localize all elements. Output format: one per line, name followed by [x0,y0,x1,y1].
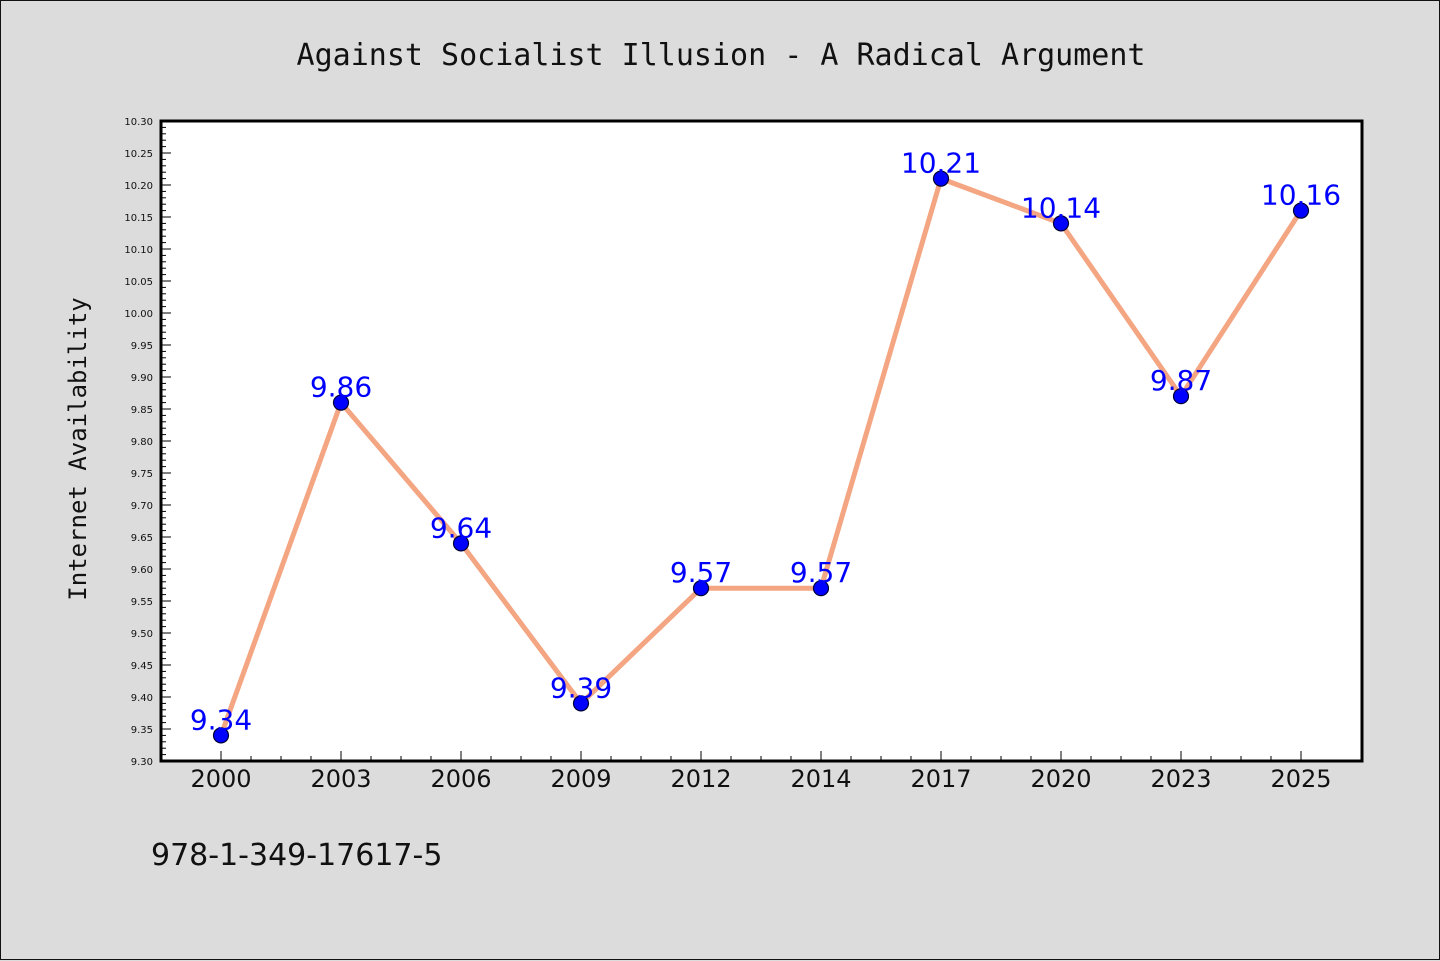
x-tick-label: 2020 [1030,765,1091,793]
data-point [572,695,590,712]
y-tick-label: 10.30 [124,117,153,128]
x-tick-label: 2009 [550,765,611,793]
chart-title: Against Socialist Illusion - A Radical A… [297,38,1146,73]
y-axis: 9.30 9.35 9.40 9.45 9.50 9.55 9.60 9.65 9.70 9.75… [124,117,171,768]
y-axis-label: Internet Availability [64,297,92,600]
data-label: 9.57 [670,556,732,589]
y-tick-label: 10.00 [124,309,153,320]
x-tick-label: 2000 [190,765,251,793]
y-tick-label: 9.35 [131,725,153,736]
data-label: 9.87 [1150,364,1212,397]
y-tick-label: 10.25 [124,149,153,160]
y-tick-label: 9.30 [131,757,153,768]
series-layer: 9.34 9.86 9.64 9.39 9.57 9.57 10.21 10.14 9.87 10… [190,147,1341,744]
data-label: 10.14 [1021,191,1101,224]
y-tick-label: 10.20 [124,181,153,192]
x-tick-label: 2017 [910,765,971,793]
series-line [218,176,1304,737]
x-tick-label: 2003 [310,765,371,793]
data-point [932,170,950,187]
data-label: 9.86 [310,371,372,404]
y-tick-label: 10.10 [124,245,153,256]
y-tick-label: 9.65 [131,533,153,544]
x-tick-label: 2006 [430,765,491,793]
data-point [1052,215,1070,232]
data-point [1172,388,1190,405]
isbn-label: 978-1-349-17617-5 [151,838,442,873]
data-label: 9.57 [790,556,852,589]
data-point [692,580,710,597]
data-label: 10.16 [1261,179,1341,212]
y-tick-label: 9.60 [131,565,153,576]
y-tick-label: 9.55 [131,597,153,608]
x-axis: 2000 2003 2006 2009 2012 2014 2017 2020 2023 2025 [190,751,1332,793]
y-tick-label: 10.05 [124,277,153,288]
data-point [212,727,230,744]
data-point [452,535,470,552]
x-tick-label: 2014 [790,765,851,793]
x-tick-label: 2023 [1150,765,1211,793]
y-tick-label: 9.80 [131,437,153,448]
data-label: 9.64 [430,511,492,544]
x-tick-label: 2025 [1270,765,1331,793]
y-tick-label: 9.50 [131,629,153,640]
data-label: 10.21 [901,147,981,180]
y-tick-label: 9.85 [131,405,153,416]
data-label: 9.39 [550,671,612,704]
y-tick-label: 9.70 [131,501,153,512]
y-tick-label: 9.75 [131,469,153,480]
x-tick-label: 2012 [670,765,731,793]
data-point [1292,202,1310,219]
y-tick-label: 10.15 [124,213,153,224]
y-tick-label: 9.45 [131,661,153,672]
data-label: 9.34 [190,703,252,736]
plot-area [159,119,1364,763]
data-point [812,580,830,597]
y-tick-label: 9.95 [131,341,153,352]
data-point [332,394,350,411]
y-tick-label: 9.40 [131,693,153,704]
y-tick-label: 9.90 [131,373,153,384]
